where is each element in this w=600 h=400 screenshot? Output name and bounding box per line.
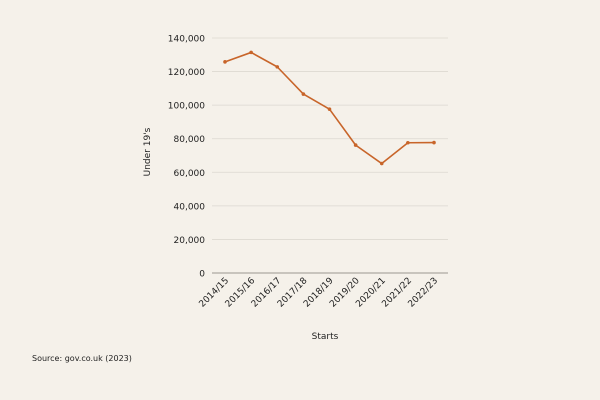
y-tick-label: 100,000 <box>168 102 205 112</box>
y-tick-label: 0 <box>199 270 205 280</box>
data-point <box>249 50 253 55</box>
gridlines <box>212 37 448 274</box>
data-point <box>327 107 332 111</box>
data-point <box>406 140 410 145</box>
series <box>223 50 436 166</box>
y-tick-label: 80,000 <box>174 135 206 145</box>
y-tick-label: 120,000 <box>168 68 205 78</box>
data-point <box>301 92 306 96</box>
data-point <box>223 60 227 64</box>
y-tick-label: 60,000 <box>174 169 206 179</box>
source-note: Source: gov.co.uk (2023) <box>32 354 132 363</box>
data-point <box>432 140 436 145</box>
y-tick-label: 20,000 <box>174 236 206 246</box>
y-tick-label: 40,000 <box>174 202 206 212</box>
data-point <box>353 143 358 147</box>
y-axis-title: Under 19's <box>143 127 153 176</box>
data-point <box>379 161 384 166</box>
x-axis-title: Starts <box>312 332 339 342</box>
data-point <box>275 65 280 69</box>
y-tick-label: 140,000 <box>168 35 205 45</box>
